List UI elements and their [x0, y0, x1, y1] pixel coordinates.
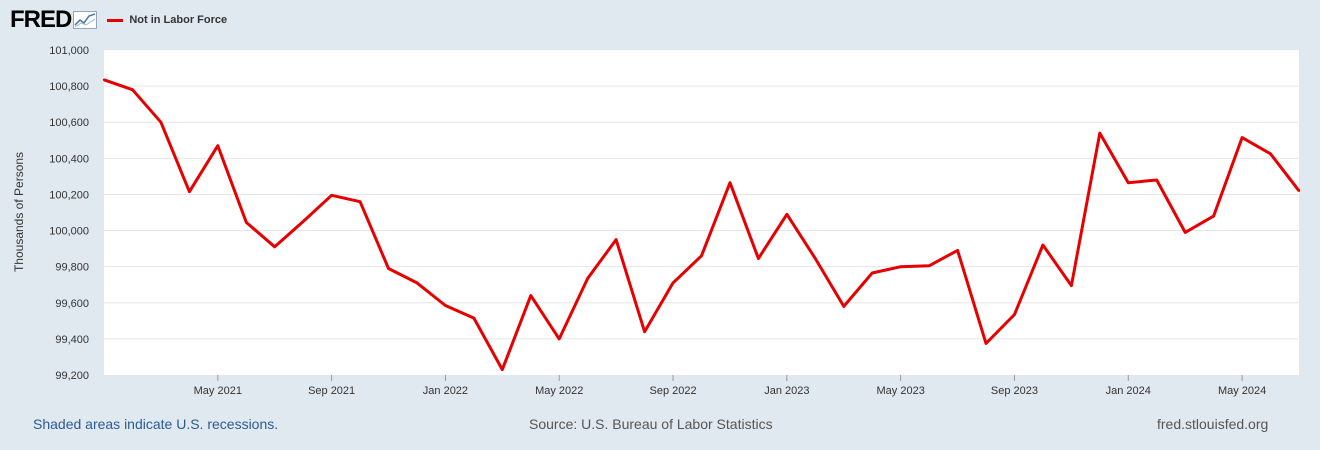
data-point[interactable] — [1212, 214, 1215, 218]
data-point[interactable] — [1297, 189, 1301, 192]
data-point[interactable] — [1013, 313, 1016, 316]
y-axis-ticks: 101,000 100,800 100,600 100,400 100,200 100,0… — [49, 45, 89, 382]
data-point[interactable] — [216, 144, 219, 147]
y-tick-label: 100,800 — [49, 81, 89, 93]
data-point[interactable] — [501, 368, 504, 371]
fred-logo[interactable]: FRED — [10, 6, 98, 34]
data-point[interactable] — [1269, 152, 1272, 155]
data-point[interactable] — [358, 200, 362, 203]
data-point[interactable] — [956, 249, 959, 252]
x-tick-label: May 2024 — [1218, 385, 1266, 397]
data-point[interactable] — [444, 304, 447, 307]
y-tick-label: 100,600 — [49, 117, 89, 129]
legend-label: Not in Labor Force — [129, 14, 228, 26]
legend: Not in Labor Force — [107, 14, 227, 26]
data-point[interactable] — [472, 316, 476, 320]
x-tick-label: May 2021 — [194, 385, 242, 397]
data-point[interactable] — [927, 264, 931, 267]
recession-note-link[interactable]: Shaded areas indicate U.S. recessions. — [33, 416, 279, 432]
data-point[interactable] — [1098, 131, 1102, 135]
data-point[interactable] — [899, 265, 902, 268]
chart-header: FRED Not in Labor Force — [10, 6, 227, 34]
data-point[interactable] — [159, 121, 163, 124]
x-tick-label: Sep 2021 — [308, 385, 355, 397]
data-point[interactable] — [558, 337, 561, 341]
data-point[interactable] — [1070, 284, 1073, 287]
data-point[interactable] — [586, 277, 589, 280]
y-tick-label: 99,600 — [55, 298, 89, 310]
source-text: Source: U.S. Bureau of Labor Statistics — [529, 416, 773, 432]
data-point[interactable] — [614, 238, 618, 241]
data-point[interactable] — [842, 305, 845, 308]
data-point[interactable] — [273, 245, 276, 248]
data-point[interactable] — [757, 257, 760, 260]
y-tick-label: 100,400 — [49, 153, 89, 165]
data-point[interactable] — [1127, 181, 1130, 184]
data-point[interactable] — [1184, 231, 1187, 234]
y-tick-label: 99,200 — [55, 370, 89, 382]
data-point[interactable] — [984, 342, 988, 345]
data-point[interactable] — [188, 190, 191, 193]
x-tick-label: Jan 2022 — [423, 385, 468, 397]
data-point[interactable] — [131, 88, 134, 91]
x-axis-ticks: May 2021 Sep 2021 Jan 2022 May 2022 Sep 2022… — [194, 375, 1266, 397]
x-tick-label: May 2022 — [535, 385, 583, 397]
y-tick-label: 101,000 — [49, 45, 89, 57]
line-chart: 101,000 100,800 100,600 100,400 100,200 100,0… — [12, 45, 1301, 397]
data-point[interactable] — [387, 267, 390, 270]
x-tick-label: Sep 2022 — [649, 385, 696, 397]
y-axis-label: Thousands of Persons — [12, 152, 26, 272]
data-point[interactable] — [245, 221, 248, 224]
data-point[interactable] — [1240, 136, 1244, 139]
data-point[interactable] — [785, 213, 789, 216]
y-tick-label: 99,400 — [55, 334, 89, 346]
data-point[interactable] — [529, 294, 532, 297]
data-point[interactable] — [302, 220, 305, 223]
x-tick-label: May 2023 — [877, 385, 925, 397]
fred-logo-text: FRED — [10, 6, 72, 33]
legend-swatch — [107, 18, 124, 22]
data-point[interactable] — [102, 78, 106, 82]
data-point[interactable] — [330, 194, 333, 197]
series-group — [102, 78, 1301, 372]
plot-area — [104, 50, 1299, 375]
data-point[interactable] — [1041, 243, 1045, 247]
data-point[interactable] — [814, 257, 817, 260]
data-point[interactable] — [728, 181, 732, 184]
y-tick-label: 100,200 — [49, 189, 89, 201]
line-graph-icon — [73, 11, 98, 29]
y-tick-label: 100,000 — [49, 226, 89, 238]
data-point[interactable] — [643, 330, 646, 333]
x-tick-label: Sep 2023 — [991, 385, 1038, 397]
y-tick-label: 99,800 — [55, 262, 89, 274]
data-point[interactable] — [700, 254, 703, 257]
data-point[interactable] — [1155, 178, 1158, 182]
data-point[interactable] — [671, 281, 675, 285]
data-point[interactable] — [871, 271, 874, 275]
data-point[interactable] — [415, 281, 419, 285]
x-tick-label: Jan 2023 — [764, 385, 809, 397]
gridlines — [104, 85, 1299, 340]
x-tick-label: Jan 2024 — [1106, 385, 1151, 397]
site-link[interactable]: fred.stlouisfed.org — [1157, 416, 1269, 432]
